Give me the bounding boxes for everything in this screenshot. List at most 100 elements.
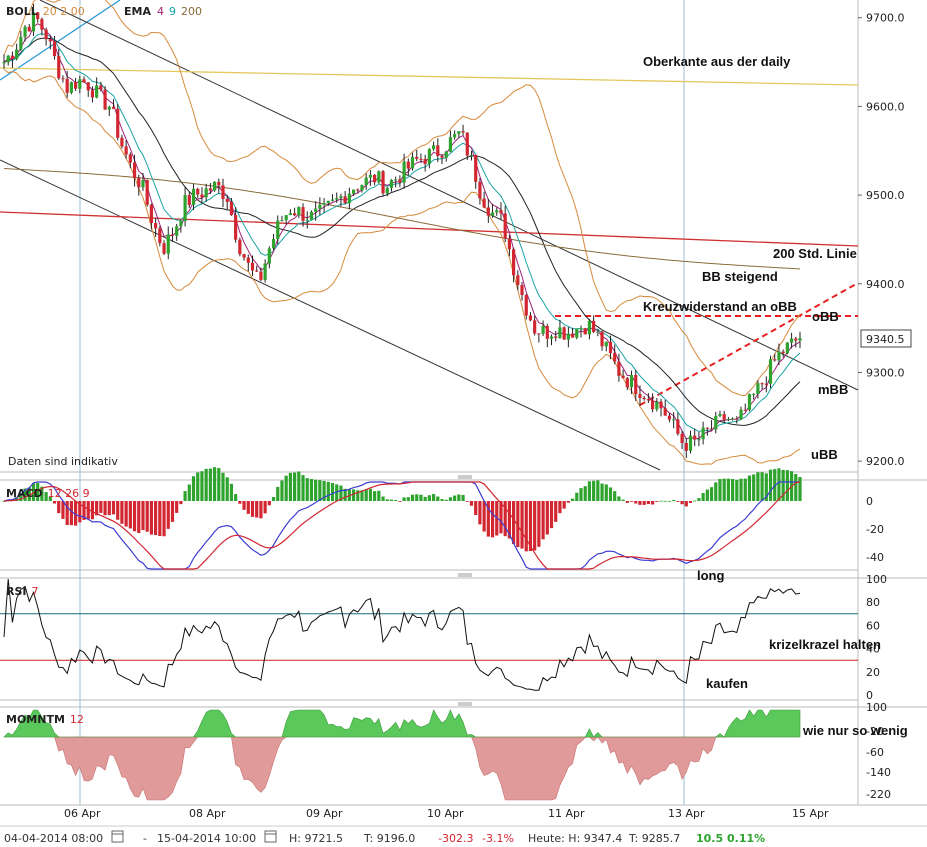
candle-body[interactable] [284,215,288,221]
candle-body[interactable] [410,156,415,169]
candle-body[interactable] [507,238,511,250]
candle-body[interactable] [465,132,469,156]
candle-body[interactable] [377,171,381,183]
candle-body[interactable] [558,327,562,338]
candle-body[interactable] [162,243,166,254]
candle-body[interactable] [794,338,798,341]
candle-body[interactable] [259,271,263,280]
candle-body[interactable] [427,149,431,164]
candle-body[interactable] [718,414,722,416]
momentum-panel[interactable]: 100 -20 -60 -140 -220 [3,701,891,801]
candle-body[interactable] [31,12,36,32]
candle-body[interactable] [423,158,427,164]
candle-body[interactable] [676,419,680,434]
candle-body[interactable] [604,341,608,347]
rsi-panel[interactable]: 100 80 60 40 20 0 [0,573,887,702]
candle-body[interactable] [330,199,335,201]
candle-body[interactable] [208,188,212,191]
candle-body[interactable] [705,427,709,429]
candle-body[interactable] [212,181,217,191]
candle-body[interactable] [516,275,520,285]
candle-body[interactable] [768,359,773,384]
candle-body[interactable] [255,270,259,272]
candle-body[interactable] [785,342,789,354]
candle-body[interactable] [533,320,537,334]
candle-body[interactable] [566,333,570,340]
candle-body[interactable] [743,409,747,411]
candle-body[interactable] [351,189,356,194]
candle-body[interactable] [221,185,225,199]
candle-body[interactable] [663,408,667,416]
candle-body[interactable] [545,325,549,339]
candle-body[interactable] [638,394,642,398]
candle-body[interactable] [128,154,132,163]
candle-body[interactable] [431,145,436,150]
candle-body[interactable] [48,39,52,42]
candle-body[interactable] [36,12,40,20]
candle-body[interactable] [326,200,330,204]
candle-body[interactable] [562,327,566,340]
candle-body[interactable] [364,177,368,186]
candle-body[interactable] [739,409,743,420]
candle-body[interactable] [667,415,672,420]
momentum-label[interactable]: MOMNTM 12 [6,713,84,726]
candle-body[interactable] [183,195,187,222]
candle-body[interactable] [747,394,752,410]
candle-body[interactable] [132,162,137,179]
candle-body[interactable] [575,328,579,338]
candle-body[interactable] [512,249,516,276]
candle-body[interactable] [629,375,634,388]
candle-body[interactable] [773,359,777,361]
candle-body[interactable] [44,29,48,40]
candle-body[interactable] [263,263,267,280]
candle-body[interactable] [343,196,347,204]
candle-body[interactable] [469,154,474,156]
candle-body[interactable] [764,383,768,385]
candle-body[interactable] [95,85,99,98]
candle-body[interactable] [789,338,794,343]
candle-body[interactable] [659,401,663,409]
candle-body[interactable] [339,196,343,199]
candle-body[interactable] [234,215,238,240]
candle-body[interactable] [78,79,82,89]
candle-body[interactable] [137,178,141,188]
candle-body[interactable] [461,131,465,133]
candle-body[interactable] [482,198,486,208]
candle-body[interactable] [280,220,284,222]
boll-label[interactable]: BOLL 20 2.00 [6,5,85,18]
candle-body[interactable] [23,26,27,37]
candle-body[interactable] [714,415,718,430]
candle-body[interactable] [781,351,785,354]
candle-body[interactable] [120,137,124,147]
price-panel[interactable] [0,0,859,471]
candle-body[interactable] [592,320,596,333]
candle-body[interactable] [52,41,57,57]
candle-body[interactable] [406,161,410,169]
candle-body[interactable] [19,36,23,50]
candle-body[interactable] [305,219,309,221]
candle-body[interactable] [322,203,326,205]
candle-body[interactable] [583,328,587,335]
candle-body[interactable] [191,188,196,205]
candle-body[interactable] [6,55,10,63]
candle-body[interactable] [600,331,604,347]
candle-body[interactable] [625,378,629,388]
candle-body[interactable] [99,85,103,90]
candle-body[interactable] [2,62,6,64]
candle-body[interactable] [634,375,638,395]
candle-body[interactable] [524,294,528,316]
candle-body[interactable] [448,137,453,152]
candle-body[interactable] [756,383,760,395]
candle-body[interactable] [69,82,73,93]
candle-body[interactable] [318,204,322,209]
candle-body[interactable] [61,78,65,80]
candle-body[interactable] [650,400,655,410]
candle-body[interactable] [389,180,394,188]
candle-body[interactable] [107,106,111,110]
candle-body[interactable] [684,442,688,451]
macd-panel[interactable]: 0 -20 -40 [2,467,884,570]
candle-body[interactable] [503,213,507,239]
candle-body[interactable] [385,187,389,194]
candle-body[interactable] [166,234,170,254]
candle-body[interactable] [314,208,318,212]
